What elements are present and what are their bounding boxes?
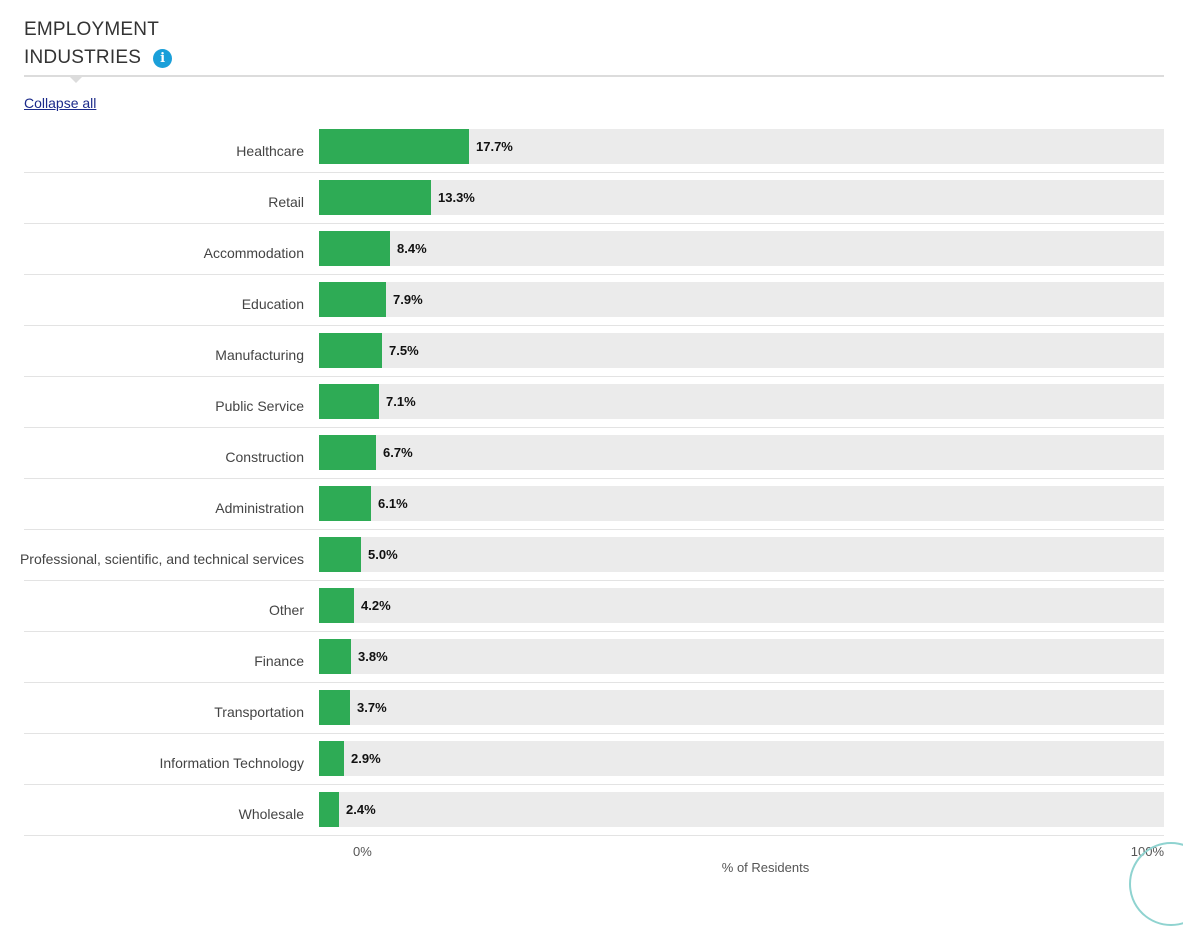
section-title-line2: INDUSTRIES [24, 47, 142, 68]
bar-track: 6.1% [319, 486, 1164, 521]
bar-track: 3.8% [319, 639, 1164, 674]
divider-notch [70, 77, 82, 83]
chart-row: Professional, scientific, and technical … [20, 530, 1164, 581]
bar-track: 3.7% [319, 690, 1164, 725]
x-tick-min: 0% [353, 844, 372, 859]
bar [319, 588, 354, 623]
category-label: Education [241, 296, 304, 312]
bar-track: 2.9% [319, 741, 1164, 776]
info-icon[interactable]: i [153, 48, 173, 68]
chart-row: Healthcare 17.7% [24, 122, 1164, 173]
bar [319, 690, 350, 725]
chart-row: Information Technology 2.9% [24, 734, 1164, 785]
bar [319, 129, 469, 164]
bar-value-label: 13.3% [438, 190, 475, 205]
bar [319, 180, 431, 215]
section-title-line1: EMPLOYMENT [24, 19, 160, 40]
category-label: Administration [215, 500, 304, 516]
chart-row: Other 4.2% [24, 581, 1164, 632]
bar [319, 282, 386, 317]
bar [319, 384, 379, 419]
bar-value-label: 3.8% [358, 649, 388, 664]
section-header: EMPLOYMENT INDUSTRIES i [24, 16, 1164, 72]
bar-track: 5.0% [319, 537, 1164, 572]
bar-value-label: 7.5% [389, 343, 419, 358]
chart-row: Wholesale 2.4% [24, 785, 1164, 836]
category-label: Healthcare [236, 143, 304, 159]
chart-row: Construction 6.7% [24, 428, 1164, 479]
bar-value-label: 4.2% [361, 598, 391, 613]
bar-track: 4.2% [319, 588, 1164, 623]
bar-track: 13.3% [319, 180, 1164, 215]
category-label: Other [268, 602, 304, 618]
chart-row: Retail 13.3% [24, 173, 1164, 224]
category-label: Information Technology [159, 755, 305, 771]
chart-row: Accommodation 8.4% [24, 224, 1164, 275]
category-label: Finance [254, 653, 304, 669]
chart-row: Education 7.9% [24, 275, 1164, 326]
chart-row: Manufacturing 7.5% [24, 326, 1164, 377]
bar-value-label: 6.7% [383, 445, 413, 460]
bar [319, 792, 339, 827]
x-axis: 0% 100% % of Residents [24, 836, 1164, 886]
bar [319, 333, 382, 368]
bar-value-label: 3.7% [357, 700, 387, 715]
bar [319, 486, 371, 521]
bar-value-label: 5.0% [368, 547, 398, 562]
x-axis-title: % of Residents [721, 860, 810, 875]
bar [319, 741, 344, 776]
category-label: Accommodation [203, 245, 304, 261]
bar [319, 639, 351, 674]
category-label: Wholesale [238, 806, 304, 822]
category-label: Construction [225, 449, 304, 465]
category-label: Transportation [214, 704, 304, 720]
bar-value-label: 7.1% [386, 394, 416, 409]
category-label: Retail [268, 194, 304, 210]
category-label: Manufacturing [215, 347, 304, 363]
bar-track: 17.7% [319, 129, 1164, 164]
bar-value-label: 8.4% [397, 241, 427, 256]
bar-value-label: 2.9% [351, 751, 381, 766]
employment-bar-chart: Healthcare 17.7% Retail 13.3% Accommodation 8… [20, 122, 1164, 836]
bar-track: 7.9% [319, 282, 1164, 317]
bar-track: 2.4% [319, 792, 1164, 827]
chart-row: Finance 3.8% [24, 632, 1164, 683]
bar-value-label: 17.7% [476, 139, 513, 154]
category-label: Professional, scientific, and technical … [19, 551, 304, 567]
bar [319, 537, 361, 572]
chart-row: Administration 6.1% [24, 479, 1164, 530]
bar-value-label: 6.1% [378, 496, 408, 511]
bar-track: 7.5% [319, 333, 1164, 368]
header-divider [24, 75, 1164, 77]
bar-track: 6.7% [319, 435, 1164, 470]
bar [319, 435, 376, 470]
bar-value-label: 7.9% [393, 292, 423, 307]
collapse-all-link[interactable]: Collapse all [24, 95, 97, 111]
chart-row: Transportation 3.7% [24, 683, 1164, 734]
bar-track: 7.1% [319, 384, 1164, 419]
bar-track: 8.4% [319, 231, 1164, 266]
category-label: Public Service [215, 398, 304, 414]
bar [319, 231, 390, 266]
section-title-row: INDUSTRIES i [24, 44, 1164, 72]
bar-value-label: 2.4% [346, 802, 376, 817]
chart-row: Public Service 7.1% [24, 377, 1164, 428]
